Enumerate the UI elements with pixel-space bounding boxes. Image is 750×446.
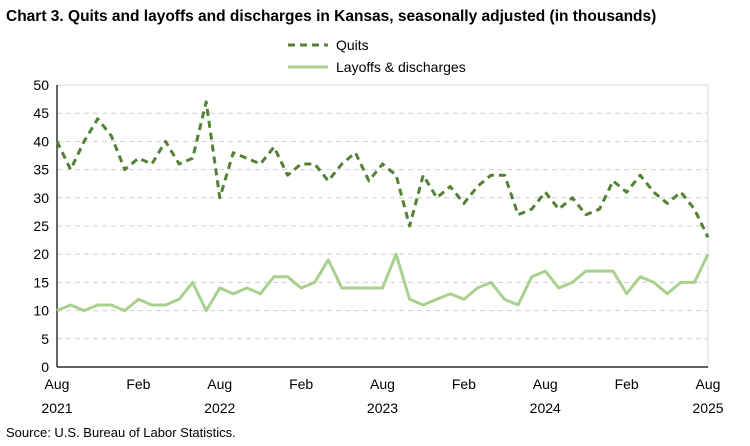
chart-title: Chart 3. Quits and layoffs and discharge… <box>6 8 657 25</box>
y-tick-label: 45 <box>33 105 49 121</box>
x-tick-year-label: 2021 <box>41 400 72 416</box>
y-tick-label: 15 <box>33 274 49 290</box>
x-tick-label: Aug <box>45 376 70 392</box>
x-tick-label: Aug <box>207 376 232 392</box>
x-tick-year-label: 2024 <box>530 400 561 416</box>
x-tick-label: Feb <box>289 376 313 392</box>
y-tick-label: 50 <box>33 77 49 93</box>
x-tick-label: Feb <box>615 376 639 392</box>
x-tick-year-label: 2025 <box>692 400 723 416</box>
y-tick-label: 30 <box>33 190 49 206</box>
source-note: Source: U.S. Bureau of Labor Statistics. <box>6 425 236 440</box>
x-tick-label: Aug <box>696 376 721 392</box>
y-tick-label: 5 <box>41 331 49 347</box>
x-tick-year-label: 2023 <box>367 400 398 416</box>
legend-label: Quits <box>336 37 369 53</box>
y-tick-label: 40 <box>33 133 49 149</box>
x-tick-label: Feb <box>452 376 476 392</box>
y-tick-label: 10 <box>33 303 49 319</box>
x-tick-label: Aug <box>533 376 558 392</box>
y-tick-label: 20 <box>33 246 49 262</box>
x-tick-label: Aug <box>370 376 395 392</box>
x-tick-year-label: 2022 <box>204 400 235 416</box>
y-tick-label: 0 <box>41 359 49 375</box>
legend-label: Layoffs & discharges <box>336 59 466 75</box>
y-tick-label: 35 <box>33 162 49 178</box>
y-tick-label: 25 <box>33 218 49 234</box>
x-tick-label: Feb <box>126 376 150 392</box>
